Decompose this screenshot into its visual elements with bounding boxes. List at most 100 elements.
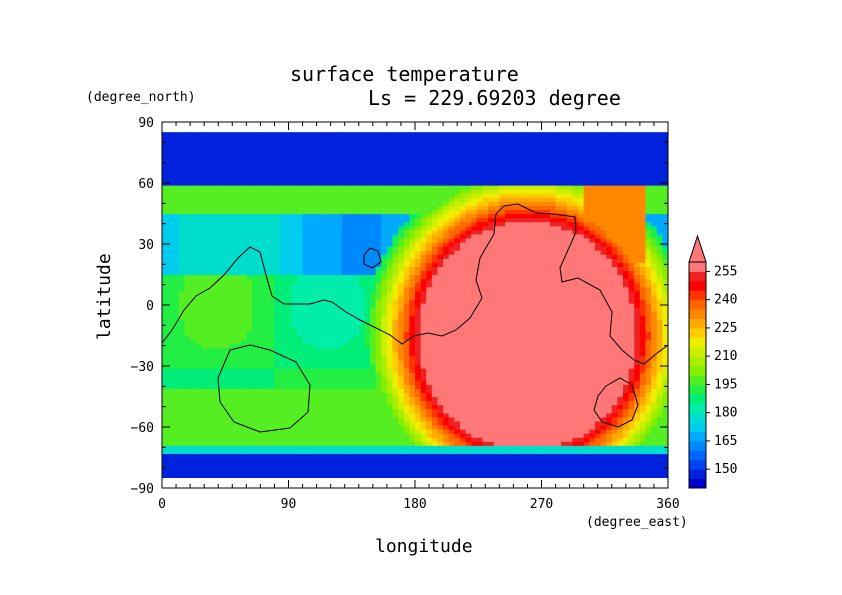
field-cell xyxy=(167,331,174,337)
field-cell xyxy=(201,323,208,328)
field-cell xyxy=(465,408,472,414)
field-cell xyxy=(223,302,231,308)
field-cell xyxy=(437,298,444,304)
field-cell xyxy=(426,136,433,141)
field-cell xyxy=(195,355,202,361)
field-cell xyxy=(341,266,349,272)
field-cell xyxy=(370,343,377,349)
field-cell xyxy=(280,335,287,341)
field-cell xyxy=(291,363,298,369)
field-cell xyxy=(426,392,433,398)
field-cell xyxy=(218,343,225,349)
field-cell xyxy=(353,278,360,284)
field-cell xyxy=(173,209,180,215)
field-cell xyxy=(358,132,365,137)
field-cell xyxy=(319,473,326,478)
field-cell xyxy=(398,180,405,186)
field-cell xyxy=(218,152,225,158)
field-cell xyxy=(459,327,467,333)
field-cell xyxy=(403,437,410,442)
field-cell xyxy=(206,412,214,418)
field-cell xyxy=(431,246,439,251)
field-cell xyxy=(476,229,484,235)
field-cell xyxy=(240,168,247,174)
field-cell xyxy=(162,225,169,231)
field-cell xyxy=(319,213,326,219)
field-cell xyxy=(178,347,186,353)
field-cell xyxy=(437,343,444,349)
field-cell xyxy=(173,262,180,267)
field-cell xyxy=(471,180,478,186)
field-cell xyxy=(268,197,276,202)
field-cell xyxy=(426,404,433,410)
field-cell xyxy=(274,412,281,418)
field-cell xyxy=(190,172,197,178)
field-cell xyxy=(274,392,281,398)
field-cell xyxy=(341,160,349,166)
field-cell xyxy=(201,189,208,194)
field-cell xyxy=(162,380,169,385)
field-cell xyxy=(308,185,315,190)
field-cell xyxy=(341,193,349,198)
field-cell xyxy=(364,298,371,304)
field-cell xyxy=(285,404,292,410)
field-cell xyxy=(465,307,472,312)
field-cell xyxy=(285,400,292,406)
field-cell xyxy=(336,465,343,471)
field-cell xyxy=(280,469,287,475)
field-cell xyxy=(431,148,439,154)
field-cell xyxy=(296,270,304,276)
field-cell xyxy=(409,132,416,137)
field-cell xyxy=(488,282,495,288)
field-cell xyxy=(190,429,197,434)
field-cell xyxy=(375,156,382,162)
field-cell xyxy=(280,441,287,446)
field-cell xyxy=(195,392,202,398)
field-cell xyxy=(195,351,202,357)
field-cell xyxy=(173,453,180,459)
field-cell xyxy=(257,351,264,357)
field-cell xyxy=(240,408,247,414)
field-cell xyxy=(420,258,427,263)
field-cell xyxy=(212,189,219,194)
field-cell xyxy=(325,209,332,215)
field-cell xyxy=(431,445,439,450)
field-cell xyxy=(223,294,231,300)
field-cell xyxy=(296,185,304,190)
field-cell xyxy=(488,315,495,320)
field-cell xyxy=(409,266,416,272)
field-cell xyxy=(426,424,433,430)
field-cell xyxy=(370,384,377,389)
field-cell xyxy=(285,132,292,137)
field-cell xyxy=(240,302,247,308)
field-cell xyxy=(195,286,202,292)
field-cell xyxy=(459,193,467,198)
field-cell xyxy=(257,396,264,402)
field-cell xyxy=(240,136,247,141)
field-cell xyxy=(448,396,455,402)
field-cell xyxy=(173,282,180,288)
field-cell xyxy=(341,241,349,247)
field-cell xyxy=(426,416,433,422)
field-cell xyxy=(178,241,186,247)
field-cell xyxy=(296,266,304,272)
field-cell xyxy=(443,164,450,170)
field-cell xyxy=(465,327,472,333)
field-cell xyxy=(330,416,337,422)
field-cell xyxy=(285,160,292,166)
field-cell xyxy=(392,229,399,235)
field-cell xyxy=(251,225,259,231)
field-cell xyxy=(263,380,270,385)
field-cell xyxy=(268,209,276,215)
field-cell xyxy=(336,164,343,170)
field-cell xyxy=(308,465,315,471)
field-cell xyxy=(375,294,382,300)
field-cell xyxy=(257,302,264,308)
field-cell xyxy=(212,156,219,162)
field-cell xyxy=(381,262,388,267)
field-cell xyxy=(443,258,450,263)
field-cell xyxy=(268,384,276,389)
field-cell xyxy=(398,441,405,446)
field-cell xyxy=(296,404,304,410)
field-cell xyxy=(375,246,382,251)
